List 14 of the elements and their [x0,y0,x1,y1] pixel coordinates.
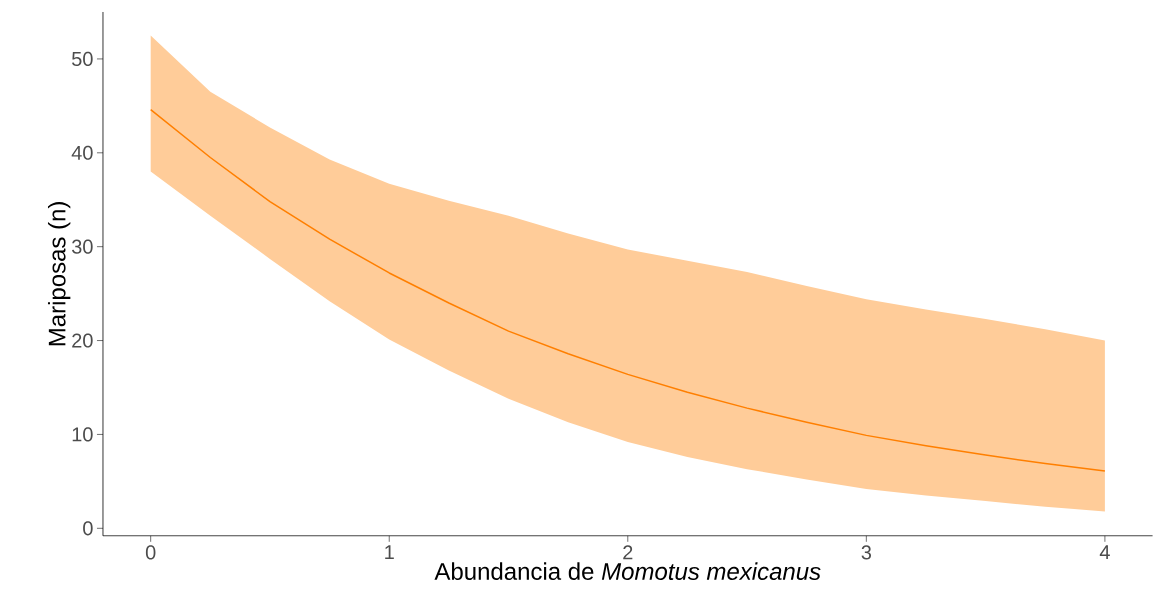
x-tick-label: 4 [1099,545,1110,560]
x-tick-label: 1 [385,545,394,560]
y-tick-label: 10 [72,427,93,442]
x-tick-label: 0 [145,545,156,560]
x-tick-label: 2 [623,545,633,560]
y-tick-label: 50 [72,51,93,67]
y-tick-label: 20 [72,333,93,348]
y-axis-title: Mariposas (n) [47,202,71,346]
x-axis-title: Abundancia de Momotus mexicanus [434,562,821,581]
x-tick-label: 3 [861,545,872,560]
line-series [149,108,1106,472]
y-tick-label: 30 [71,239,93,254]
y-tick-label: 40 [71,145,93,160]
y-tick-label: 0 [83,521,93,536]
